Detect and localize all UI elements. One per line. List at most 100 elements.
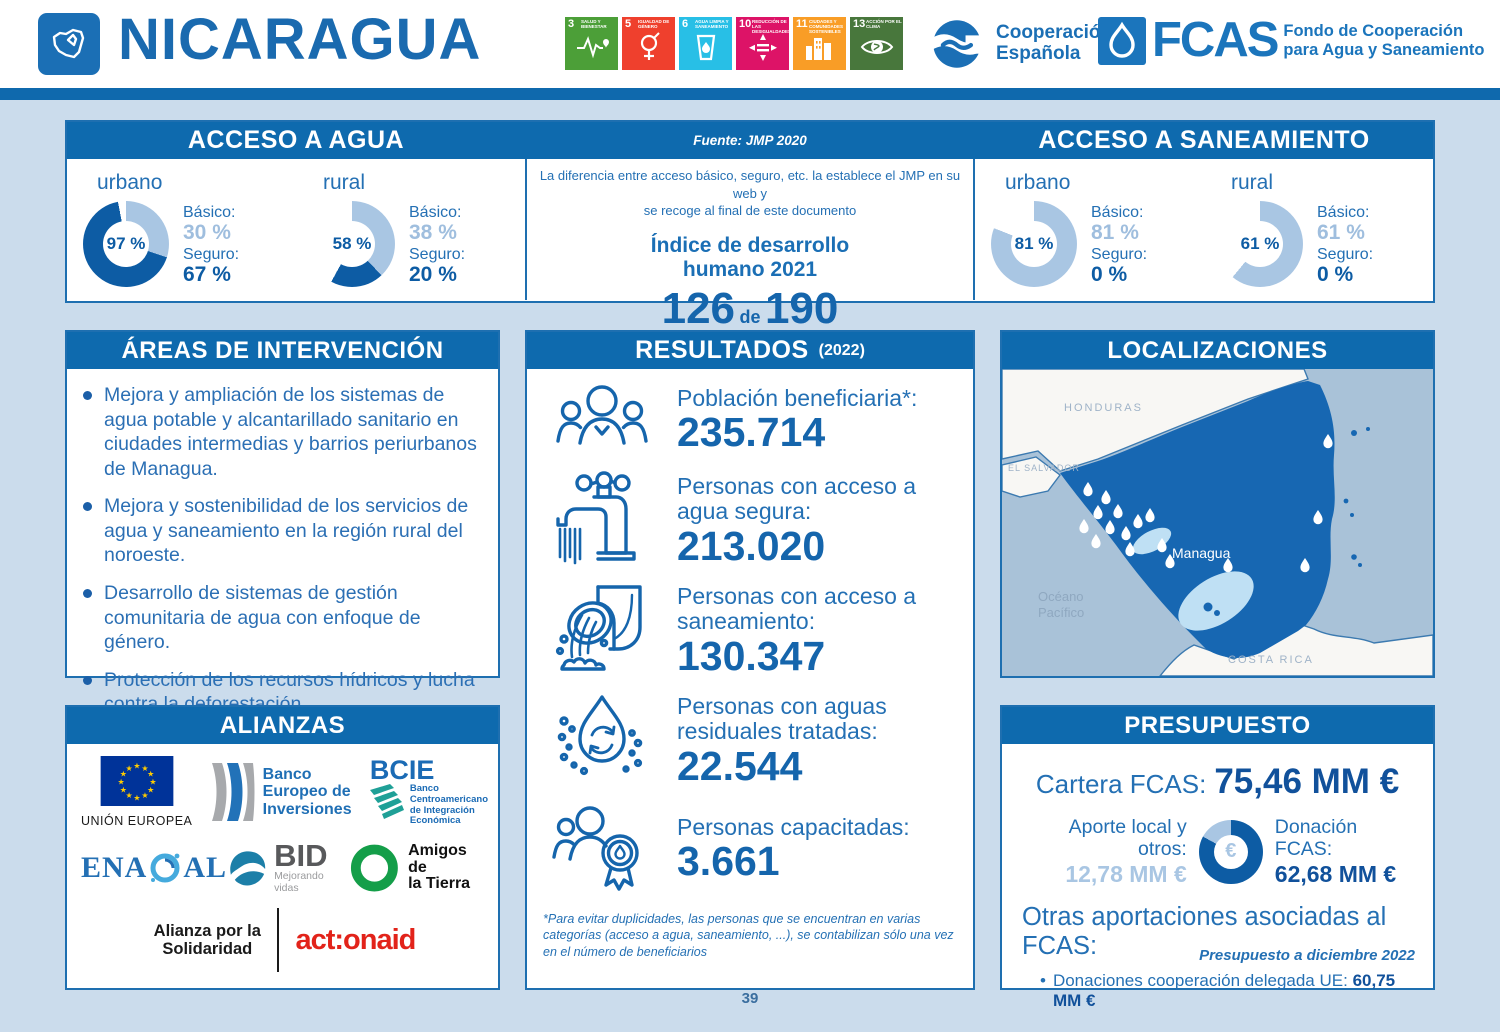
svg-text:★: ★ — [149, 777, 156, 786]
bid-logo: BID Mejorando vidas — [227, 840, 349, 894]
water-title: ACCESO A AGUA — [187, 126, 405, 154]
sdg-10-icon: 10 REDUCCIÓN DE LAS DESIGUALDADES — [736, 17, 789, 70]
sanitation-title: ACCESO A SANEAMIENTO — [1038, 126, 1370, 154]
access-panel-header: ACCESO A AGUA Fuente: JMP 2020 ACCESO A … — [67, 122, 1433, 159]
svg-text:★: ★ — [141, 791, 148, 800]
result-item: Personas con aguas residuales tratadas: … — [527, 691, 973, 791]
water-rural-donut: 58 % — [309, 201, 395, 287]
sanitation-urban-group: urbano 81 % Básico: 81 % Seguro: 0 % — [991, 169, 1191, 300]
results-footnote: *Para evitar duplicidades, las personas … — [543, 912, 954, 959]
amigos-tierra-ring-icon — [351, 844, 399, 892]
fcas-drop-icon — [1098, 16, 1146, 65]
water-urban-group: urbano 97 % Básico: 30 % Seguro: 67 % — [83, 169, 283, 300]
bullet-icon — [83, 588, 92, 598]
nicaragua-map: HONDURAS EL SALVADOR Océano Pacífico COS… — [1001, 368, 1434, 677]
area-item: Mejora y sostenibilidad de los servicios… — [83, 494, 480, 568]
sanitation-rural-donut: 61 % — [1217, 201, 1303, 287]
budget-panel-title: PRESUPUESTO — [1002, 707, 1433, 744]
amigos-tierra-logo: Amigos de la Tierra — [349, 842, 488, 894]
donacion-fcas-block: Donación FCAS: 62,68 MM € — [1274, 816, 1397, 887]
bid-globe-icon — [230, 851, 266, 886]
locations-panel: LOCALIZACIONES — [1000, 330, 1435, 678]
cartera-line: Cartera FCAS: 75,46 MM € — [1035, 762, 1400, 801]
sanitation-rural-group: rural 61 % Básico: 61 % Seguro: 0 % — [1217, 169, 1417, 300]
eu-logo: ★ ★ ★ ★ ★ ★ ★ ★ ★ ★ ★ ★ UNIÓN EUROPEA — [81, 756, 192, 828]
hdi-rank: 126 de 190 — [661, 283, 839, 333]
svg-text:★: ★ — [117, 777, 124, 786]
jmp-note: La diferencia entre acceso básico, segur… — [539, 168, 961, 219]
actionaid-logo: act:onaid — [295, 923, 416, 956]
area-item: Desarrollo de sistemas de gestión comuni… — [83, 581, 480, 655]
budget-donut: € — [1198, 819, 1263, 884]
sdg-11-icon: 11 CIUDADES Y COMUNIDADES SOSTENIBLES — [793, 17, 846, 70]
sdg-6-icon: 6 AGUA LIMPIA Y SANEAMIENTO — [679, 17, 732, 70]
alianza-solidaridad-logo: Alianza por la Solidaridad — [153, 921, 261, 958]
map-label-ocean-1: Océano — [1038, 589, 1084, 604]
map-label-el-salvador: EL SALVADOR — [1008, 463, 1080, 473]
fcas-full-name: Fondo de Cooperación para Agua y Saneami… — [1283, 22, 1485, 59]
area-item: Mejora y ampliación de los sistemas de a… — [83, 383, 480, 481]
alliances-panel-title: ALIANZAS — [67, 707, 498, 744]
page-title: NICARAGUA — [118, 7, 482, 72]
map-label-ocean-2: Pacífico — [1038, 605, 1084, 620]
access-panel: ACCESO A AGUA Fuente: JMP 2020 ACCESO A … — [65, 120, 1435, 333]
water-rural-group: rural 58 % Básico: 38 % Seguro: 20 % — [309, 169, 509, 300]
sanitation-urban-donut: 81 % — [991, 201, 1077, 287]
result-item: Población beneficiaria*: 235.714 — [527, 379, 973, 461]
euro-icon: € — [1225, 840, 1237, 863]
hdi-block: La diferencia entre acceso básico, segur… — [525, 159, 975, 333]
svg-text:★: ★ — [119, 785, 126, 794]
map-label-managua: Managua — [1172, 545, 1231, 561]
result-item: Personas con acceso a agua segura: 213.0… — [527, 471, 973, 571]
enacal-swirl-icon — [150, 853, 180, 883]
svg-text:★: ★ — [125, 764, 132, 773]
svg-text:★: ★ — [119, 769, 126, 778]
hdi-title: Índice de desarrollo humano 2021 — [650, 233, 850, 281]
svg-text:★: ★ — [147, 769, 154, 778]
locations-panel-title: LOCALIZACIONES — [1002, 332, 1433, 369]
sewage-pipe-icon — [527, 581, 677, 681]
svg-text:★: ★ — [141, 764, 148, 773]
faucet-icon — [527, 471, 677, 571]
water-urban-donut: 97 % — [83, 201, 169, 287]
svg-text:★: ★ — [147, 785, 154, 794]
bullet-icon — [83, 502, 92, 512]
result-item: Personas con acceso a saneamiento: 130.3… — [527, 581, 973, 681]
map-label-costa-rica: COSTA RICA — [1228, 654, 1314, 666]
header-divider — [0, 88, 1500, 100]
source-note: Fuente: JMP 2020 — [693, 133, 807, 148]
page-number: 39 — [741, 990, 759, 1007]
trained-people-award-icon — [527, 801, 677, 897]
enacal-logo: ENA AL — [81, 851, 228, 884]
result-item: Personas capacitadas: 3.661 — [527, 801, 973, 897]
sdg-13-icon: 13 ACCIÓN POR EL CLIMA — [850, 17, 903, 70]
svg-text:★: ★ — [125, 791, 132, 800]
bcie-stripes-icon — [369, 783, 404, 819]
otras-aportaciones-title: Otras aportaciones asociadas al FCAS: — [1022, 903, 1387, 961]
aporte-local-block: Aporte local y otros: 12,78 MM € — [1065, 816, 1187, 887]
fcas-logo: FCAS Fondo de Cooperación para Agua y Sa… — [1098, 16, 1485, 65]
sdg-3-icon: 3 SALUD Y BIENESTAR — [565, 17, 618, 70]
header-strip: NICARAGUA 3 SALUD Y BIENESTAR 5 IGUALDAD… — [0, 0, 1500, 88]
results-panel: RESULTADOS (2022) Población beneficiaria… — [525, 330, 975, 990]
budget-panel: PRESUPUESTO Cartera FCAS: 75,46 MM € Apo… — [1000, 705, 1435, 1010]
delegated-donation-line: • Donaciones cooperación delegada UE: 60… — [1040, 971, 1396, 1011]
results-panel-title: RESULTADOS (2022) — [527, 332, 973, 369]
bullet-icon — [83, 675, 92, 685]
bei-logo: Banco Europeo de Inversiones — [211, 763, 352, 821]
sdg-5-icon: 5 IGUALDAD DE GÉNERO — [622, 17, 675, 70]
water-recycle-drop-icon — [527, 691, 677, 791]
bullet-icon — [83, 391, 92, 400]
eu-flag-icon: ★ ★★★ ★★★★ ★★★★ — [100, 756, 174, 806]
budget-date-note: Presupuesto a diciembre 2022 — [1199, 947, 1415, 964]
bcie-logo: BCIE Banco Centroamericano de Integració… — [369, 754, 488, 827]
areas-panel: ÁREAS DE INTERVENCIÓN Mejora y ampliació… — [65, 330, 500, 715]
areas-panel-title: ÁREAS DE INTERVENCIÓN — [67, 332, 498, 369]
fcas-acronym: FCAS — [1152, 13, 1279, 67]
alliances-panel: ALIANZAS ★ ★ ★ ★ ★ ★ ★ ★ ★ ★ ★ ★ UNIÓN EUROPEA — [65, 705, 500, 990]
nicaragua-flag-icon — [38, 13, 100, 75]
cooperacion-espanola-label: Cooperación Española — [996, 22, 1113, 64]
people-group-icon — [527, 379, 677, 461]
svg-text:★: ★ — [133, 793, 140, 802]
logo-divider — [276, 908, 280, 972]
